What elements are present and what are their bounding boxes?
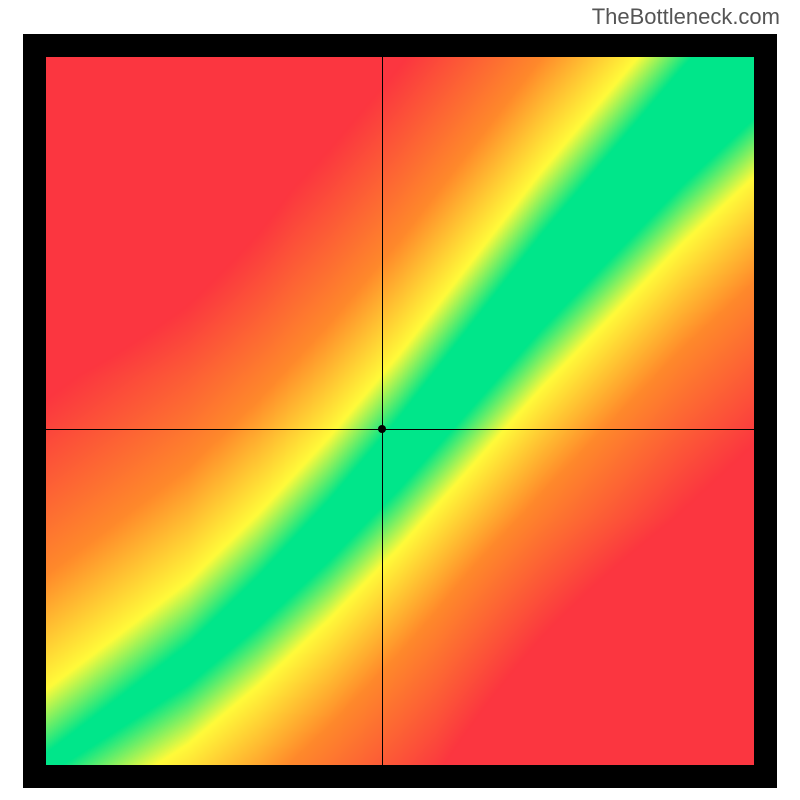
operating-point-marker (378, 425, 386, 433)
crosshair-horizontal (46, 429, 754, 430)
root-container: TheBottleneck.com (0, 0, 800, 800)
bottleneck-heatmap (46, 57, 754, 765)
watermark-text: TheBottleneck.com (592, 4, 780, 30)
plot-frame (23, 34, 777, 788)
crosshair-vertical (382, 57, 383, 765)
